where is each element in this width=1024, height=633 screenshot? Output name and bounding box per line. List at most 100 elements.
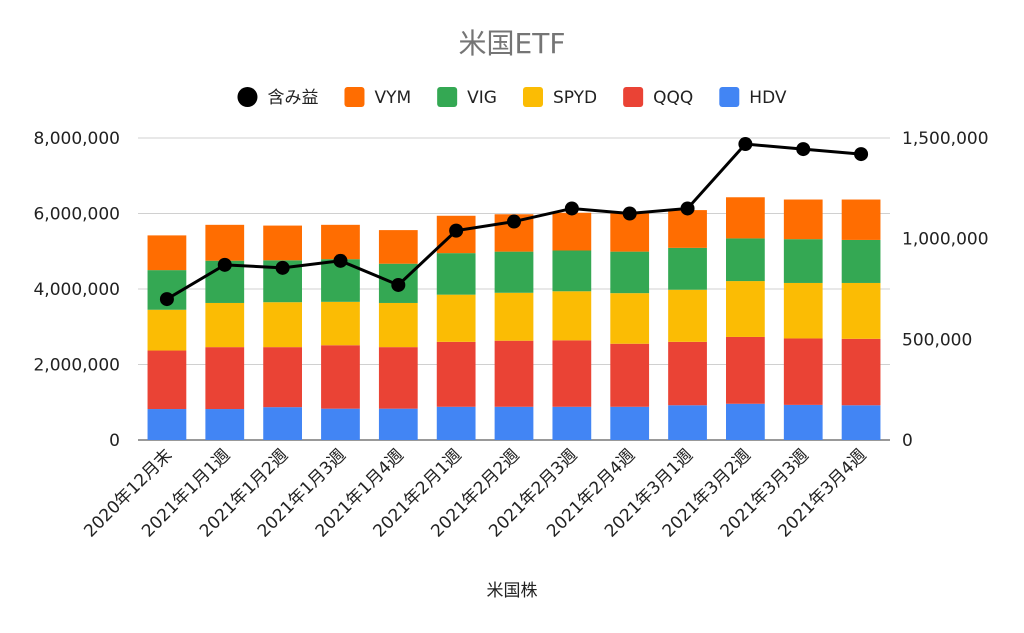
line-series — [159, 137, 869, 307]
y-tick-label: 6,000,000 — [33, 205, 120, 225]
bar-vym — [726, 197, 765, 239]
bar-vym — [263, 225, 302, 261]
bar-hdv — [610, 406, 650, 440]
bar-hdv — [205, 409, 245, 440]
bar-hdv — [321, 408, 360, 440]
bars — [147, 197, 881, 440]
bar-hdv — [841, 405, 881, 440]
bar-hdv — [494, 406, 534, 440]
bar-qqq — [321, 345, 360, 409]
legend-label: SPYD — [553, 88, 597, 108]
bar-spyd — [552, 291, 592, 341]
bar-spyd — [841, 282, 881, 339]
bar-vig — [726, 238, 765, 282]
legend-label: QQQ — [653, 88, 693, 108]
bar-spyd — [610, 293, 650, 344]
bar-qqq — [205, 347, 245, 410]
bar-qqq — [841, 338, 881, 406]
bar-hdv — [668, 405, 707, 440]
bar-vym — [552, 212, 592, 251]
bar-vig — [552, 250, 592, 292]
profit-point — [275, 260, 290, 275]
bar-qqq — [263, 347, 302, 408]
profit-point — [391, 277, 406, 292]
profit-point — [333, 253, 348, 268]
bar-spyd — [494, 292, 534, 341]
bar-vym — [205, 224, 245, 261]
y2-tick-label: 1,000,000 — [902, 230, 989, 250]
legend-swatch — [719, 87, 740, 107]
bar-qqq — [668, 341, 707, 406]
bar-vig — [610, 251, 650, 294]
bar-spyd — [147, 309, 187, 351]
bar-vym — [321, 224, 360, 260]
profit-point — [217, 257, 232, 272]
y2-tick-label: 500,000 — [902, 330, 972, 350]
bar-qqq — [378, 347, 418, 409]
right-axis: 0 500,000 1,000,000 1,500,000 — [902, 129, 989, 451]
bar-hdv — [378, 408, 418, 440]
profit-point — [854, 147, 869, 162]
profit-point — [796, 142, 811, 157]
bar-hdv — [436, 406, 476, 440]
y2-tick-label: 0 — [902, 431, 913, 451]
bar-vig — [494, 251, 534, 293]
legend-swatch — [437, 87, 458, 107]
y2-tick-label: 1,500,000 — [902, 129, 989, 149]
bar-hdv — [147, 409, 187, 440]
bar-hdv — [263, 407, 302, 440]
y-tick-label: 2,000,000 — [33, 356, 120, 376]
bar-spyd — [668, 289, 707, 342]
bar-qqq — [610, 343, 650, 407]
y-tick-label: 4,000,000 — [33, 280, 120, 300]
legend-swatch — [237, 87, 258, 107]
legend-label: 含み益 — [267, 88, 318, 108]
left-axis: 0 2,000,000 4,000,000 6,000,000 8,000,000 — [33, 129, 120, 451]
y-tick-label: 8,000,000 — [33, 129, 120, 149]
bar-vym — [783, 199, 823, 240]
profit-point — [680, 201, 695, 216]
x-axis: 2020年12月末2021年1月1週2021年1月2週2021年1月3週2021… — [80, 445, 870, 541]
legend-label: HDV — [749, 88, 787, 108]
bar-vym — [668, 210, 707, 248]
bar-qqq — [436, 341, 476, 407]
bar-hdv — [552, 406, 592, 440]
bar-spyd — [205, 302, 245, 348]
x-axis-title: 米国株 — [487, 581, 538, 601]
bar-qqq — [494, 340, 534, 407]
legend-swatch — [623, 87, 644, 107]
bar-vig — [668, 247, 707, 290]
bar-spyd — [321, 301, 360, 346]
legend-label: VYM — [374, 88, 411, 108]
profit-point — [507, 214, 521, 229]
bar-qqq — [147, 350, 187, 410]
bar-spyd — [263, 302, 302, 348]
bar-vym — [378, 230, 418, 264]
bar-vig — [783, 239, 823, 283]
profit-point — [738, 137, 753, 152]
bar-qqq — [552, 340, 592, 407]
profit-point — [159, 292, 174, 307]
legend: 含み益 VYM VIG SPYD QQQ HDV — [237, 87, 787, 108]
bar-hdv — [783, 404, 823, 440]
y-tick-label: 0 — [109, 431, 120, 451]
bar-qqq — [726, 336, 765, 404]
bar-spyd — [436, 294, 476, 342]
profit-point — [564, 201, 579, 216]
bar-vym — [841, 199, 881, 240]
legend-swatch — [522, 87, 543, 107]
bar-vym — [147, 235, 187, 271]
bar-vig — [436, 253, 476, 295]
chart-title: 米国ETF — [459, 27, 566, 60]
profit-point — [622, 206, 637, 221]
legend-swatch — [344, 87, 365, 107]
bar-vig — [841, 239, 881, 283]
legend-label: VIG — [467, 88, 497, 108]
bar-qqq — [783, 338, 823, 405]
bar-hdv — [726, 403, 765, 440]
bar-spyd — [726, 281, 765, 337]
profit-point — [449, 223, 464, 238]
bar-spyd — [378, 302, 418, 348]
bar-spyd — [783, 282, 823, 339]
